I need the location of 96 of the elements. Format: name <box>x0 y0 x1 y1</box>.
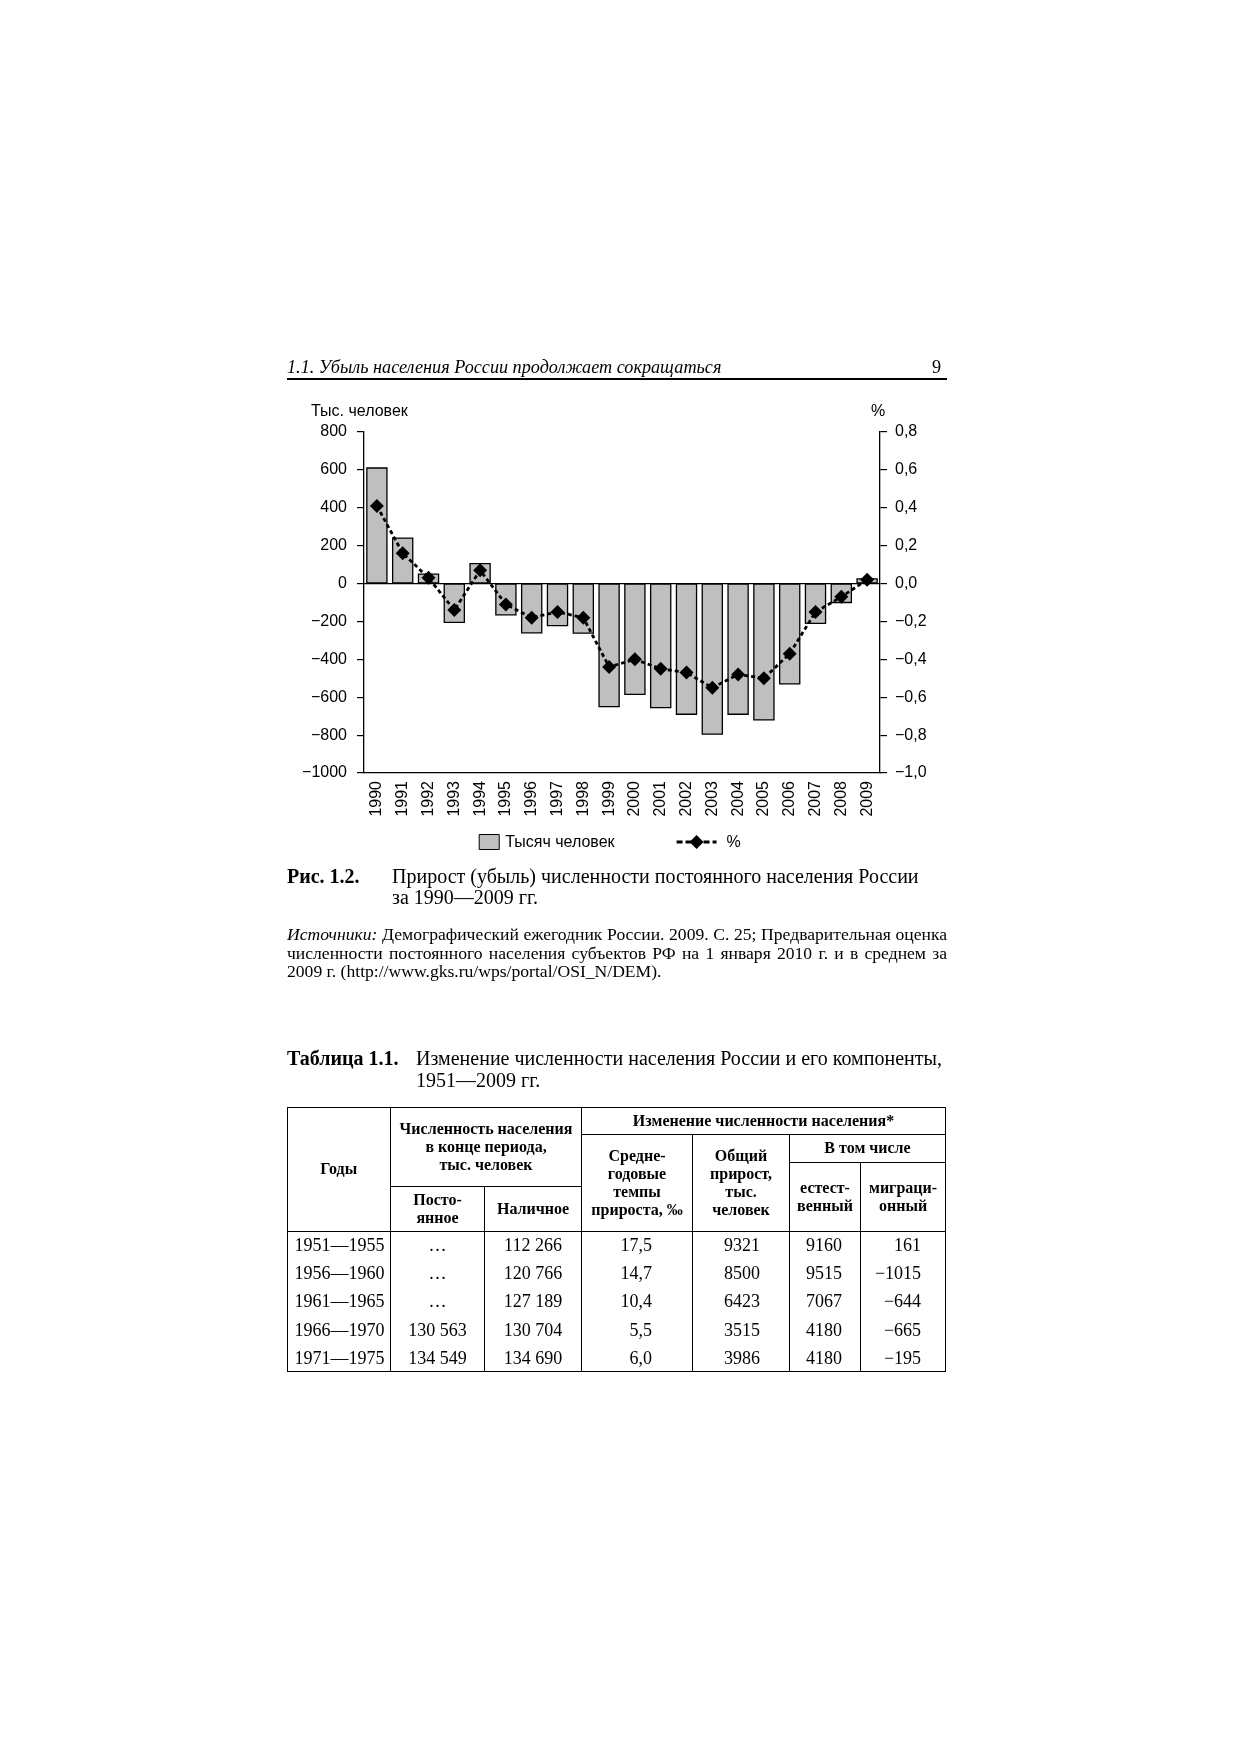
text: −1015 <box>860 1259 946 1288</box>
text: 6,0 <box>581 1343 693 1372</box>
text: … <box>390 1259 485 1288</box>
y-tick-label: 600 <box>320 460 348 478</box>
y-tick-label: −600 <box>310 687 348 705</box>
x-tick-label: 1998 <box>573 780 591 817</box>
y-tick-label: 200 <box>320 536 348 554</box>
text: Численность населения в конце периода, тыс. человек <box>390 1107 582 1186</box>
y2-tick-label: −1,0 <box>895 763 927 781</box>
text: Рис. 1.2. <box>287 865 360 887</box>
x-tick-label: 1994 <box>470 780 488 817</box>
text: 9321 <box>692 1231 790 1260</box>
x-tick-label: 2009 <box>857 780 875 817</box>
y2-tick-label: −0,4 <box>895 649 927 667</box>
text: Изменение численности населения России и его компоненты, 1951—2009 гг. <box>416 1047 943 1091</box>
text: −644 <box>860 1287 946 1316</box>
y2-tick-label: 0,2 <box>895 536 918 554</box>
text: 112 266 <box>484 1231 582 1260</box>
text: 134 690 <box>484 1343 582 1372</box>
text: 5,5 <box>581 1315 693 1344</box>
x-tick-label: 1993 <box>444 780 462 817</box>
x-tick-label: 1991 <box>393 780 411 817</box>
text: … <box>390 1231 485 1260</box>
text: Посто- янное <box>390 1186 485 1231</box>
text: естест- венный <box>789 1162 861 1231</box>
y2-tick-label: −0,8 <box>895 725 927 743</box>
y2-tick-label: 0,8 <box>895 422 918 440</box>
text: 1966—1970 <box>287 1315 391 1344</box>
text: 3986 <box>692 1343 790 1372</box>
y-tick-label: −400 <box>310 649 348 667</box>
y2-tick-label: 0,0 <box>895 573 918 591</box>
text: −195 <box>860 1343 946 1372</box>
text: Изменение численности населения* <box>581 1107 946 1134</box>
text: 120 766 <box>484 1259 582 1288</box>
text: 127 189 <box>484 1287 582 1316</box>
text: Прирост (убыль) численности постоянного населения России за 1990—2009 гг. <box>392 865 920 908</box>
text: 7067 <box>789 1287 861 1316</box>
text: 9160 <box>789 1231 861 1260</box>
y-tick-label: 400 <box>320 498 348 516</box>
text: 17,5 <box>581 1231 693 1260</box>
y2-axis-title: % <box>871 402 886 419</box>
text: 1971—1975 <box>287 1343 391 1372</box>
text: 9 <box>931 356 941 378</box>
text: Источники: <box>287 924 378 944</box>
x-tick-label: 1996 <box>522 780 540 817</box>
x-tick-label: 1992 <box>418 780 436 817</box>
legend-label: % <box>726 833 741 851</box>
x-tick-label: 2008 <box>831 780 849 817</box>
text: 3515 <box>692 1315 790 1344</box>
text: 130 704 <box>484 1315 582 1344</box>
y2-tick-label: 0,6 <box>895 460 918 478</box>
text: Годы <box>287 1107 391 1231</box>
x-tick-label: 2006 <box>780 780 798 817</box>
x-tick-label: 2001 <box>651 780 669 817</box>
text: −665 <box>860 1315 946 1344</box>
y2-tick-label: −0,6 <box>895 687 927 705</box>
x-tick-label: 2004 <box>728 780 746 817</box>
text: Наличное <box>484 1186 582 1231</box>
text: Средне- годовые темпы прироста, ‰ <box>581 1134 693 1231</box>
text: 1961—1965 <box>287 1287 391 1316</box>
x-tick-label: 1997 <box>547 780 565 817</box>
text: 8500 <box>692 1259 790 1288</box>
x-tick-label: 2000 <box>625 780 643 817</box>
y-tick-label: −1000 <box>302 763 348 781</box>
x-tick-label: 1999 <box>599 780 617 817</box>
text: Общий прирост, тыс. человек <box>692 1134 790 1231</box>
y2-tick-label: −0,2 <box>895 611 927 629</box>
y-tick-label: 0 <box>338 573 348 591</box>
text: 1.1. Убыль населения России продолжает сокращаться <box>287 356 722 378</box>
x-tick-label: 2005 <box>754 780 772 817</box>
legend-label: Тысяч человек <box>505 833 616 851</box>
text: 4180 <box>789 1315 861 1344</box>
text: 161 <box>860 1231 946 1260</box>
text: 6423 <box>692 1287 790 1316</box>
text: 4180 <box>789 1343 861 1372</box>
y-tick-label: −800 <box>310 725 348 743</box>
text: 1956—1960 <box>287 1259 391 1288</box>
y-tick-label: −200 <box>310 611 348 629</box>
text: 134 549 <box>390 1343 485 1372</box>
x-tick-label: 2003 <box>702 780 720 817</box>
y-tick-label: 800 <box>320 422 348 440</box>
text: 9515 <box>789 1259 861 1288</box>
text: В том числе <box>789 1134 946 1163</box>
text: Таблица 1.1. <box>287 1047 399 1069</box>
x-tick-label: 2002 <box>676 780 694 817</box>
x-tick-label: 1990 <box>367 780 385 817</box>
text: … <box>390 1287 485 1316</box>
text: 10,4 <box>581 1287 693 1316</box>
x-tick-label: 1995 <box>496 780 514 817</box>
x-tick-label: 2007 <box>805 780 823 817</box>
text: 1951—1955 <box>287 1231 391 1260</box>
y2-tick-label: 0,4 <box>895 498 918 516</box>
y-axis-title: Тыс. человек <box>311 402 409 419</box>
text: 14,7 <box>581 1259 693 1288</box>
text: миграци- онный <box>860 1162 946 1231</box>
text: 130 563 <box>390 1315 485 1344</box>
